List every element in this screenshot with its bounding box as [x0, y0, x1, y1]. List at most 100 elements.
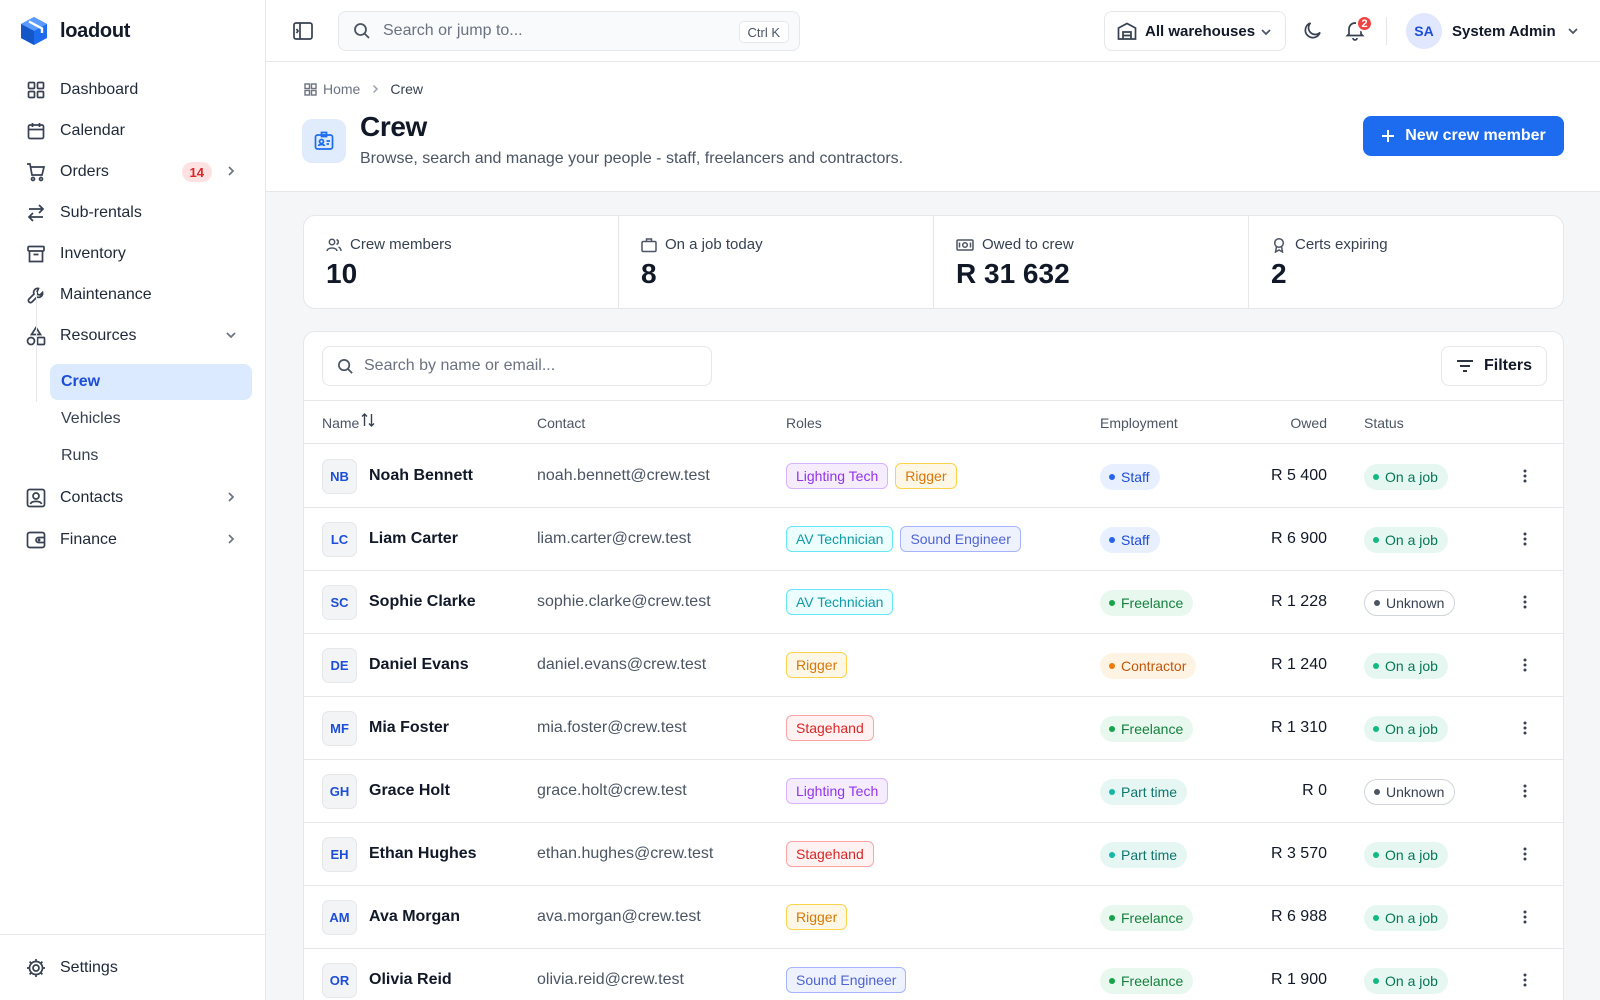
- status-badge: On a job: [1364, 968, 1448, 994]
- nav-inventory[interactable]: Inventory: [14, 236, 252, 272]
- row-actions-button[interactable]: [1515, 969, 1535, 991]
- id-badge-icon: [302, 119, 346, 163]
- nav-label: Dashboard: [60, 81, 139, 98]
- row-actions-button[interactable]: [1515, 780, 1535, 802]
- role-tag-av-technician: AV Technician: [786, 526, 894, 552]
- nav-label: Orders: [60, 163, 109, 180]
- calendar-icon: [26, 121, 46, 141]
- column-header-name[interactable]: Name: [322, 413, 376, 431]
- subnav-vehicles[interactable]: Vehicles: [50, 401, 252, 437]
- crew-email: sophie.clarke@crew.test: [537, 593, 711, 610]
- nav-contacts[interactable]: Contacts: [14, 480, 252, 516]
- nav-finance[interactable]: Finance: [14, 522, 252, 558]
- nav-label: Finance: [60, 531, 117, 548]
- status-dot: [1109, 474, 1115, 480]
- contact-card-icon: [26, 488, 46, 508]
- table-row[interactable]: DE Daniel Evans daniel.evans@crew.test R…: [304, 634, 1563, 697]
- nav-resources[interactable]: Resources: [14, 318, 252, 354]
- nav-dashboard[interactable]: Dashboard: [14, 72, 252, 108]
- role-tag-rigger: Rigger: [786, 904, 848, 930]
- new-button-label: New crew member: [1405, 127, 1546, 144]
- status-dot: [1109, 663, 1115, 669]
- employment-badge: Contractor: [1100, 653, 1197, 679]
- row-actions-button[interactable]: [1515, 906, 1535, 928]
- row-actions-button[interactable]: [1515, 843, 1535, 865]
- crew-name-link[interactable]: Daniel Evans: [369, 656, 469, 673]
- nav-calendar[interactable]: Calendar: [14, 113, 252, 149]
- avatar: GH: [322, 774, 357, 809]
- crew-name-link[interactable]: Mia Foster: [369, 719, 450, 736]
- status-label: Unknown: [1386, 595, 1445, 611]
- row-actions-button[interactable]: [1515, 591, 1535, 613]
- warehouse-select[interactable]: All warehouses: [1104, 11, 1286, 51]
- award-icon: [1273, 237, 1285, 253]
- employment-badge: Freelance: [1100, 590, 1194, 616]
- chevron-right-icon: [228, 534, 235, 544]
- table-row[interactable]: LC Liam Carter liam.carter@crew.test AV …: [304, 508, 1563, 571]
- status-badge: On a job: [1364, 464, 1448, 490]
- subnav-crew[interactable]: Crew: [50, 364, 252, 400]
- chevron-right-icon: [228, 166, 235, 176]
- owed-amount: R 1 228: [1270, 593, 1327, 610]
- table-row[interactable]: MF Mia Foster mia.foster@crew.test Stage…: [304, 697, 1563, 760]
- avatar: SA: [1406, 13, 1442, 49]
- crew-name-link[interactable]: Sophie Clarke: [369, 593, 476, 610]
- orders-count-badge: 14: [181, 162, 212, 182]
- crew-name-link[interactable]: Noah Bennett: [369, 467, 473, 484]
- table-row[interactable]: SC Sophie Clarke sophie.clarke@crew.test…: [304, 571, 1563, 634]
- notifications-button[interactable]: 2: [1344, 15, 1373, 43]
- owed-amount: R 1 240: [1270, 656, 1327, 673]
- row-actions-button[interactable]: [1515, 465, 1535, 487]
- nav-maintenance[interactable]: Maintenance: [14, 277, 252, 313]
- table-row[interactable]: EH Ethan Hughes ethan.hughes@crew.test S…: [304, 823, 1563, 886]
- page-title: Crew: [360, 111, 427, 142]
- crew-name-link[interactable]: Liam Carter: [369, 530, 458, 547]
- chevron-down-icon: [1568, 28, 1578, 35]
- table-row[interactable]: AM Ava Morgan ava.morgan@crew.test Rigge…: [304, 886, 1563, 949]
- row-actions-button[interactable]: [1515, 654, 1535, 676]
- row-actions-button[interactable]: [1515, 717, 1535, 739]
- search-placeholder: Search by name or email...: [364, 357, 556, 374]
- app-logo[interactable]: loadout: [20, 16, 130, 46]
- nav-sub-rentals[interactable]: Sub-rentals: [14, 195, 252, 231]
- user-menu[interactable]: SA System Admin: [1406, 13, 1580, 49]
- nav-settings[interactable]: Settings: [14, 950, 252, 986]
- crew-name-link[interactable]: Ava Morgan: [369, 908, 460, 925]
- owed-amount: R 6 988: [1270, 908, 1327, 925]
- status-cell: On a job: [1364, 527, 1448, 553]
- role-tag-rigger: Rigger: [895, 463, 957, 489]
- nav-orders[interactable]: Orders 14: [14, 154, 252, 190]
- sidebar-toggle-button[interactable]: [292, 20, 314, 42]
- breadcrumb-current: Crew: [390, 81, 424, 97]
- stat-certs-expiring: Certs expiring 2: [1249, 216, 1563, 308]
- employment-cell: Freelance: [1100, 905, 1194, 931]
- employment-badge: Part time: [1100, 842, 1188, 868]
- subnav-runs[interactable]: Runs: [50, 438, 252, 474]
- employment-label: Part time: [1121, 784, 1178, 800]
- gear-icon: [26, 958, 46, 978]
- theme-toggle-button[interactable]: [1302, 19, 1326, 43]
- owed-amount: R 0: [1302, 782, 1327, 799]
- avatar: MF: [322, 711, 357, 746]
- column-header-roles: Roles: [786, 415, 822, 431]
- crew-name-link[interactable]: Grace Holt: [369, 782, 450, 799]
- crew-name-link[interactable]: Ethan Hughes: [369, 845, 477, 862]
- row-actions-button[interactable]: [1515, 528, 1535, 550]
- owed-amount: R 3 570: [1270, 845, 1327, 862]
- breadcrumb-home-link[interactable]: Home: [323, 81, 361, 97]
- table-row[interactable]: NB Noah Bennett noah.bennett@crew.test L…: [304, 445, 1563, 508]
- status-label: On a job: [1385, 721, 1438, 737]
- stat-value: R 31 632: [956, 258, 1070, 289]
- employment-badge: Staff: [1100, 464, 1160, 490]
- crew-name-link[interactable]: Olivia Reid: [369, 971, 452, 988]
- filters-button[interactable]: Filters: [1441, 346, 1547, 386]
- crew-search-input[interactable]: Search by name or email...: [322, 346, 712, 386]
- subnav-guide: [36, 292, 37, 402]
- roles-cell: Stagehand: [786, 715, 874, 741]
- table-row[interactable]: GH Grace Holt grace.holt@crew.test Light…: [304, 760, 1563, 823]
- employment-label: Freelance: [1121, 595, 1184, 611]
- global-search-input[interactable]: Search or jump to... Ctrl K: [338, 11, 800, 51]
- new-crew-member-button[interactable]: New crew member: [1363, 116, 1564, 156]
- table-row[interactable]: OR Olivia Reid olivia.reid@crew.test Sou…: [304, 949, 1563, 1000]
- crew-table-card: Search by name or email... Filters Name …: [303, 331, 1564, 1000]
